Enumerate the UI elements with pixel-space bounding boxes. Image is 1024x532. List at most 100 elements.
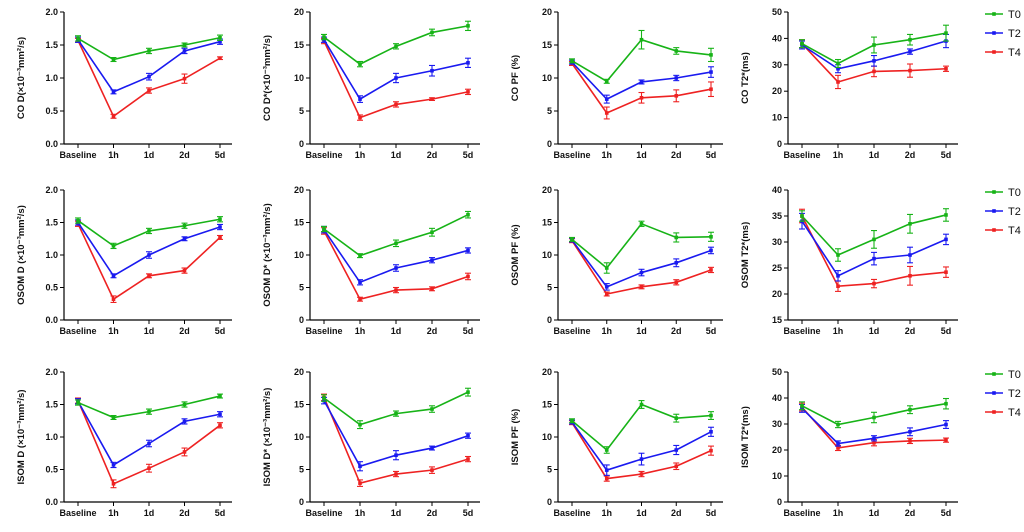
series-line	[571, 222, 712, 270]
legend: T0 T2 T4	[985, 9, 1021, 59]
y-tick-label: 5	[547, 465, 552, 475]
panel-co-pf-: 0 5 10 15 20 Baseline 1h 1d 2d 5d CO PF (%)	[510, 7, 723, 160]
series-line	[323, 213, 469, 257]
data-point	[836, 61, 840, 66]
x-tick-label: 5d	[463, 150, 474, 160]
y-tick-label: 40	[772, 33, 782, 43]
x-tick-label: 1h	[833, 508, 844, 518]
data-point	[908, 439, 912, 443]
data-point	[639, 37, 644, 42]
legend-swatch-marker	[992, 410, 996, 414]
data-point	[944, 66, 948, 71]
legend-swatch-marker	[992, 391, 996, 395]
series-t2	[569, 59, 714, 104]
data-point	[944, 270, 948, 274]
x-tick-label: 1d	[636, 150, 647, 160]
x-tick-label: 5d	[941, 508, 952, 518]
legend-swatch-marker	[992, 50, 996, 54]
data-point	[358, 97, 362, 101]
x-tick-label: 1d	[144, 326, 155, 336]
data-point	[182, 236, 187, 241]
panel-co-d-10-mm-s-: 0 5 10 15 20 Baseline 1h 1d 2d 5d CO D*(×10⁻³mm²/s…	[262, 7, 480, 160]
series-t0	[799, 208, 949, 262]
legend-label: T2	[1008, 206, 1021, 218]
data-point	[322, 35, 326, 39]
y-axis-title: ISOM PF (%)	[510, 409, 521, 465]
legend-label: T4	[1008, 407, 1021, 419]
data-point	[709, 70, 713, 74]
data-point	[944, 213, 948, 217]
series-t4	[569, 238, 714, 297]
data-point	[182, 268, 187, 273]
data-point	[394, 288, 398, 292]
x-tick-label: 5d	[215, 150, 226, 160]
data-point	[430, 258, 434, 262]
data-point	[182, 76, 187, 81]
data-point	[639, 457, 644, 461]
data-point	[218, 225, 222, 229]
data-point	[604, 448, 609, 452]
data-point	[674, 261, 679, 265]
data-point	[639, 270, 644, 275]
data-point	[358, 297, 362, 301]
data-point	[836, 422, 840, 427]
x-tick-label: Baseline	[553, 508, 590, 518]
data-point	[872, 69, 876, 74]
data-point	[466, 24, 470, 28]
data-point	[430, 446, 434, 450]
data-point	[358, 115, 362, 120]
x-tick-label: 1h	[108, 508, 119, 518]
data-point	[466, 61, 470, 65]
data-point	[872, 43, 876, 47]
data-point	[322, 396, 326, 400]
data-point	[604, 476, 609, 481]
y-tick-label: 20	[772, 86, 782, 96]
data-point	[674, 49, 679, 53]
data-point	[944, 401, 948, 406]
data-point	[76, 36, 80, 41]
series-t0	[321, 387, 471, 430]
data-point	[111, 463, 116, 467]
data-point	[872, 415, 876, 420]
series-line	[323, 391, 469, 426]
series-t0	[75, 393, 223, 421]
data-point	[674, 416, 679, 420]
y-tick-label: 1.0	[45, 432, 58, 442]
y-tick-label: 20	[542, 7, 552, 17]
x-tick-label: 1d	[636, 326, 647, 336]
data-point	[800, 404, 804, 408]
y-axis-title: ISOM D (×10⁻³mm²/s)	[16, 389, 27, 484]
data-point	[604, 97, 609, 101]
y-axis-title: OSOM D (×10⁻³mm²/s)	[16, 205, 27, 305]
y-tick-label: 20	[294, 367, 304, 377]
data-point	[182, 419, 187, 424]
y-tick-label: 5	[547, 283, 552, 293]
y-tick-label: 0.0	[45, 497, 58, 507]
data-point	[639, 472, 644, 476]
data-point	[430, 68, 434, 73]
y-axis-title: ISOM D* (×10⁻³mm²/s)	[262, 388, 273, 487]
x-tick-label: 1d	[869, 326, 880, 336]
y-tick-label: 40	[772, 393, 782, 403]
data-point	[908, 222, 912, 226]
x-tick-label: 1d	[144, 508, 155, 518]
data-point	[147, 409, 151, 414]
x-tick-label: Baseline	[305, 150, 342, 160]
y-tick-label: 15	[294, 40, 304, 50]
data-point	[358, 62, 362, 66]
series-t2	[321, 396, 471, 472]
data-point	[674, 280, 679, 285]
data-point	[111, 415, 116, 420]
data-point	[147, 49, 151, 53]
series-t2	[569, 237, 714, 291]
series-t4	[569, 60, 714, 120]
data-point	[908, 49, 912, 54]
y-tick-label: 50	[772, 367, 782, 377]
y-tick-label: 1.5	[45, 400, 58, 410]
series-t0	[569, 220, 714, 274]
y-tick-label: 0	[777, 139, 782, 149]
x-tick-label: 2d	[179, 508, 190, 518]
y-axis-title: CO PF (%)	[510, 55, 521, 101]
x-tick-label: 2d	[179, 326, 190, 336]
data-point	[836, 446, 840, 450]
